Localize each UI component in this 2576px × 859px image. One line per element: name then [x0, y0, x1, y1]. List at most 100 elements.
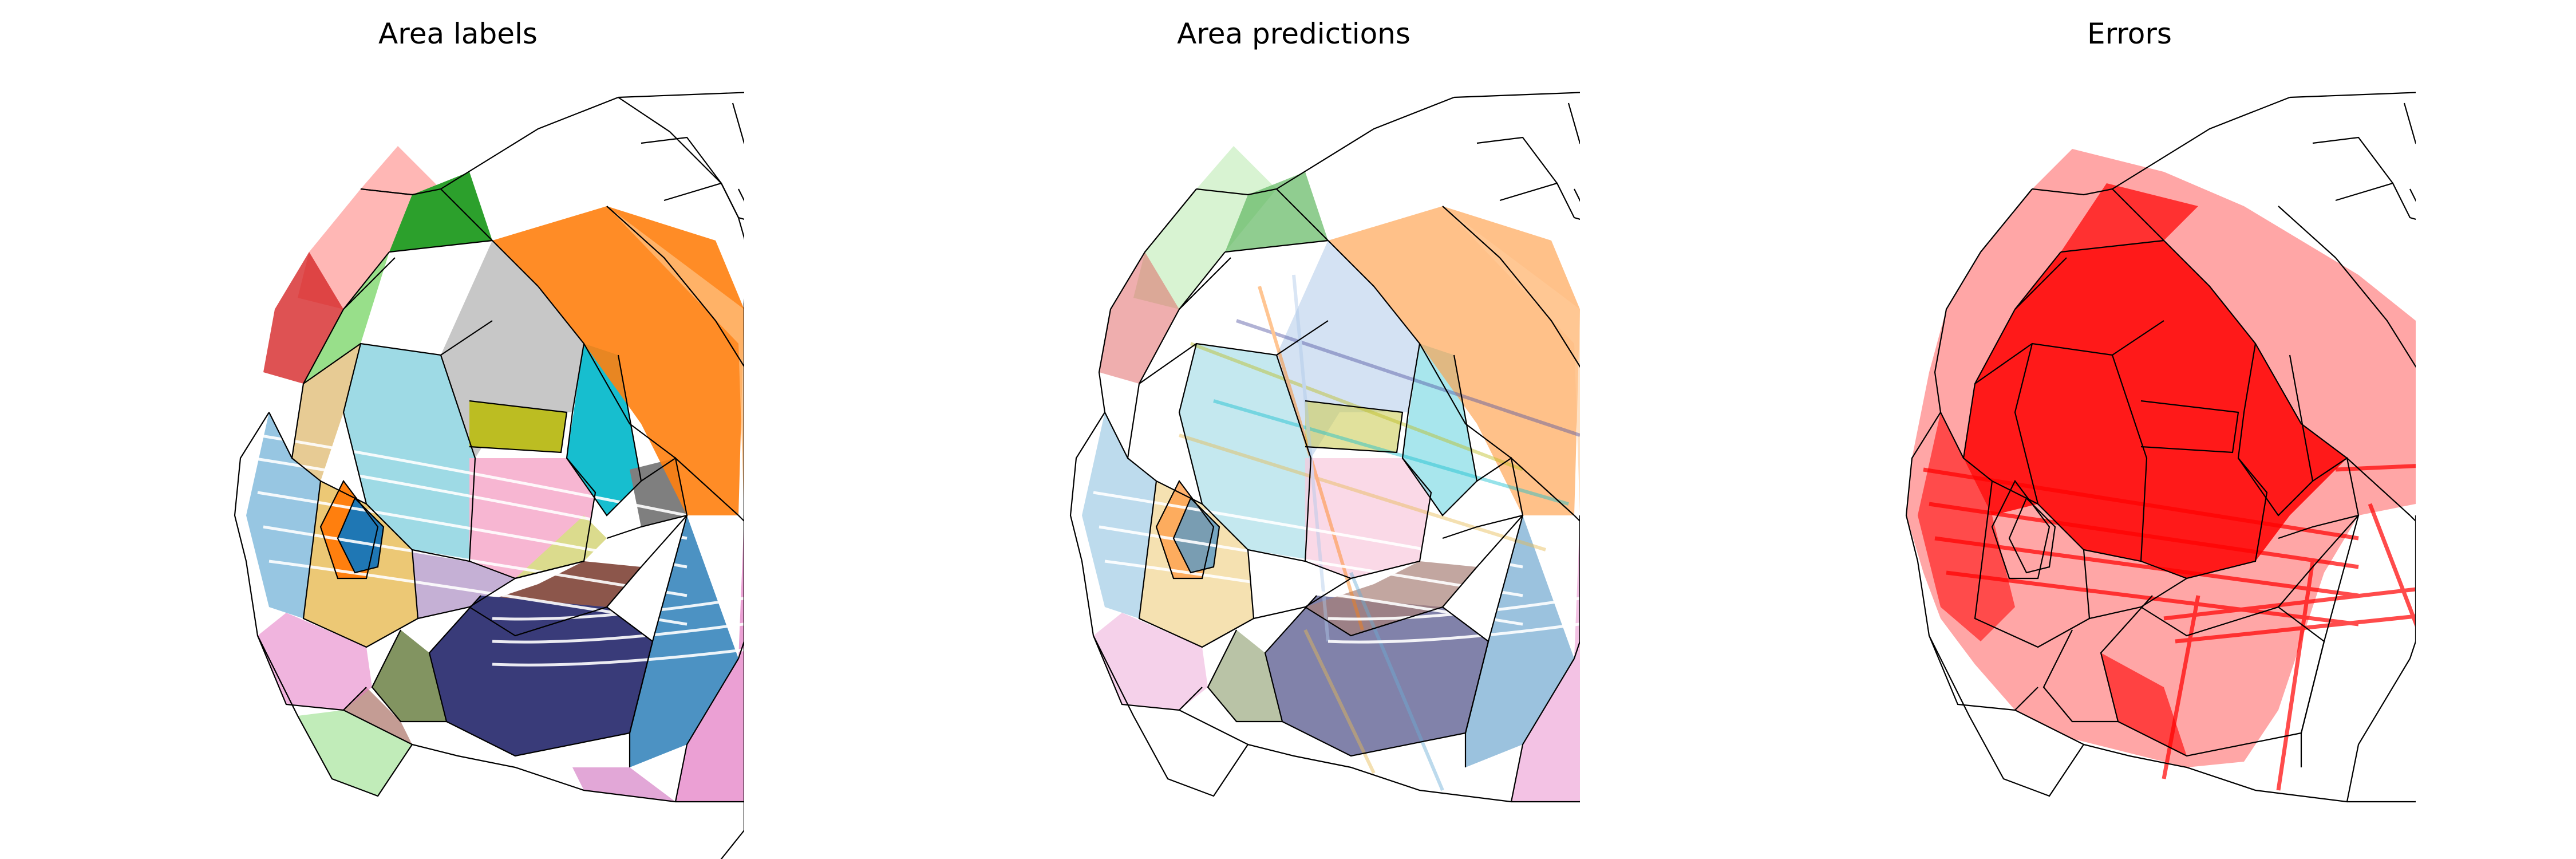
- area-border: [268, 412, 367, 505]
- area-region: [1093, 613, 1208, 710]
- area-region: [412, 550, 515, 618]
- area-border: [1092, 635, 1180, 711]
- area-border: [1138, 480, 1255, 648]
- area-border: [1442, 206, 1580, 368]
- area-border: [302, 480, 419, 648]
- area-border: [641, 136, 722, 184]
- area-region: [1328, 206, 1580, 515]
- area-border: [1275, 354, 1312, 562]
- area-outlines: [1905, 92, 2416, 803]
- area-border: [2403, 103, 2416, 144]
- area-border: [1453, 92, 1580, 98]
- area-region: [1208, 630, 1282, 722]
- area-region: [607, 206, 744, 515]
- area-border: [469, 400, 568, 454]
- area-region: [675, 515, 744, 802]
- area-outlines: [234, 92, 744, 859]
- area-border: [629, 515, 688, 767]
- area-border: [2346, 658, 2411, 802]
- area-fills: [1082, 146, 1580, 802]
- area-border: [1567, 103, 1580, 144]
- area-border: [1962, 257, 2067, 459]
- cortex-map-labels: [234, 92, 744, 859]
- area-outlines: [1069, 92, 1580, 803]
- area-border: [1574, 188, 1580, 202]
- area-border: [337, 497, 385, 574]
- area-border: [360, 188, 413, 196]
- area-region: [1402, 344, 1477, 515]
- area-border: [1991, 479, 2050, 580]
- area-border: [319, 479, 379, 580]
- area-border: [2140, 400, 2239, 454]
- area-border: [2409, 515, 2416, 522]
- panel-area-predictions: Area predictions: [1008, 0, 1580, 859]
- area-border: [2237, 343, 2313, 517]
- area-border: [1499, 182, 1580, 220]
- panel-area-labels: Area labels: [172, 0, 744, 859]
- area-border: [2014, 251, 2061, 310]
- area-region: [298, 146, 441, 309]
- area-border: [2409, 188, 2416, 202]
- area-region: [630, 515, 738, 767]
- area-border: [1127, 257, 1231, 459]
- area-border: [1401, 343, 1477, 517]
- area-border: [738, 188, 744, 202]
- area-region: [1465, 515, 1574, 767]
- area-border: [2060, 239, 2164, 253]
- error-region: [1963, 241, 2347, 578]
- area-border: [738, 515, 744, 522]
- area-border: [291, 257, 396, 459]
- area-region: [1305, 401, 1402, 452]
- area-border: [1442, 354, 1524, 539]
- area-border: [2289, 92, 2416, 98]
- area-border: [1928, 635, 2016, 711]
- area-border: [440, 354, 476, 562]
- cortex-outline: [1905, 188, 2416, 803]
- area-region: [389, 172, 492, 252]
- area-region: [1511, 515, 1580, 802]
- area-border: [371, 629, 447, 723]
- area-border: [2312, 136, 2393, 184]
- area-border: [1940, 412, 2038, 505]
- area-border: [1207, 629, 1282, 723]
- area-region: [572, 767, 675, 802]
- area-region: [1099, 252, 1179, 384]
- panel-title: Area labels: [378, 17, 538, 50]
- area-border: [1573, 515, 1580, 659]
- area-region: [1277, 241, 1420, 458]
- cortex-map-errors: [1905, 92, 2416, 803]
- area-border: [2300, 515, 2360, 767]
- area-border: [2409, 515, 2416, 659]
- area-region: [298, 710, 412, 796]
- area-region: [1225, 172, 1328, 252]
- area-border: [674, 658, 739, 802]
- error-region: [1918, 412, 2015, 641]
- area-border: [566, 343, 642, 517]
- area-region: [292, 344, 361, 481]
- area-region: [343, 687, 412, 744]
- area-border: [737, 515, 744, 659]
- area-region: [1265, 596, 1488, 756]
- area-border: [732, 103, 744, 144]
- area-border: [1574, 515, 1580, 522]
- area-border: [2278, 206, 2416, 368]
- error-points: [1906, 149, 2416, 767]
- area-region: [1179, 344, 1311, 561]
- stripes: [251, 434, 744, 667]
- panel-title: Errors: [2087, 17, 2172, 50]
- area-region: [1443, 206, 1580, 515]
- panel-title: Area predictions: [1177, 17, 1411, 50]
- area-border: [515, 560, 584, 580]
- panel-errors: Errors: [1843, 0, 2416, 859]
- area-region: [343, 344, 475, 561]
- area-region: [1133, 146, 1277, 309]
- area-border: [1224, 239, 1329, 253]
- area-border: [2042, 629, 2118, 723]
- area-border: [606, 354, 688, 539]
- area-border: [1974, 480, 2091, 648]
- error-region: [2101, 653, 2187, 756]
- area-border: [606, 206, 744, 368]
- area-fills: [246, 146, 744, 802]
- area-border: [256, 635, 344, 711]
- area-border: [1974, 320, 2164, 384]
